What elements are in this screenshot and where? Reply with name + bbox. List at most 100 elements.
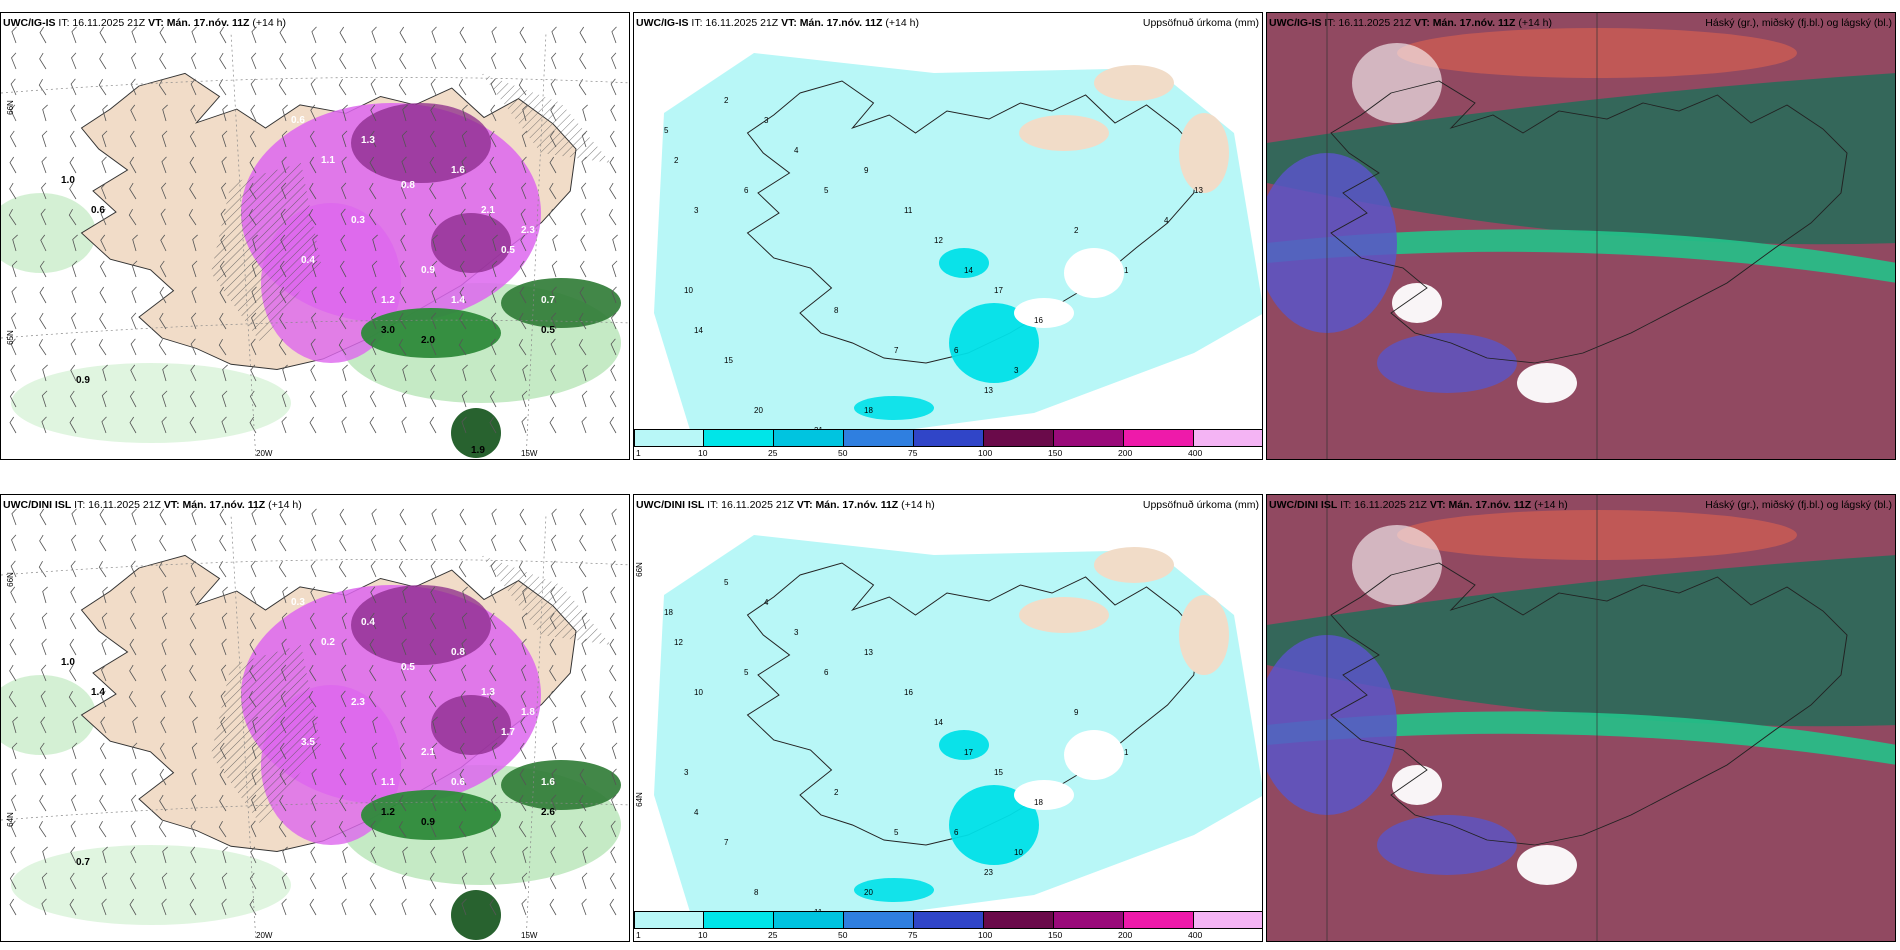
wind-barb xyxy=(611,794,617,812)
colorbar-segment xyxy=(1124,429,1194,447)
precip-value-label: 1.1 xyxy=(381,777,395,788)
wind-barb xyxy=(579,508,587,526)
wind-barb xyxy=(431,286,437,304)
wind-barb xyxy=(309,130,317,148)
wind-barb xyxy=(9,664,17,682)
colorbar-tick-label: 10 xyxy=(698,448,708,458)
wind-barb xyxy=(461,156,467,174)
wind-barb xyxy=(70,338,77,356)
wind-barb xyxy=(159,794,167,812)
wind-barb xyxy=(400,234,407,252)
wind-barb xyxy=(69,638,77,656)
colorbar-segment xyxy=(914,911,984,929)
heavy-snow-area xyxy=(431,695,511,755)
wind-barb xyxy=(69,156,77,174)
clear-sky xyxy=(1392,283,1442,323)
wind-barb xyxy=(190,104,197,122)
wind-barb xyxy=(39,312,47,330)
wind-barb xyxy=(341,898,347,916)
mid-cloud-area xyxy=(1267,635,1397,815)
wind-barb xyxy=(491,768,497,786)
wind-barb xyxy=(251,26,257,44)
glacier-white xyxy=(1064,248,1124,298)
precip-value-label: 3.0 xyxy=(381,325,395,336)
wind-barb xyxy=(190,846,197,864)
wind-barb xyxy=(462,586,468,604)
wind-barb xyxy=(221,612,228,630)
wind-barb xyxy=(522,104,528,122)
glacier-white xyxy=(1014,298,1074,328)
wind-barb xyxy=(309,182,317,200)
wind-barb xyxy=(459,52,467,70)
mid-cloud-area xyxy=(1377,815,1517,875)
wind-barb xyxy=(609,612,617,630)
precip-value-label: 2.1 xyxy=(481,205,495,216)
wind-barb xyxy=(11,260,18,278)
wind-barb xyxy=(159,286,167,304)
wind-barb xyxy=(612,716,618,734)
wind-barb xyxy=(99,260,107,278)
wind-barb xyxy=(549,390,557,408)
wind-barb xyxy=(102,104,108,122)
wind-barb xyxy=(549,130,557,148)
rain-area xyxy=(1,193,96,273)
wind-barb xyxy=(310,104,317,122)
wind-barb xyxy=(190,820,197,838)
wind-barb xyxy=(101,130,108,148)
wind-barb xyxy=(191,508,197,526)
precip-value-label: 0.6 xyxy=(291,115,305,126)
wind-barb xyxy=(280,208,287,226)
wind-barb xyxy=(278,821,287,838)
wind-barb xyxy=(460,716,467,734)
wind-barb xyxy=(369,130,377,148)
clear-sky xyxy=(1352,43,1442,123)
wind-barb xyxy=(580,234,587,252)
wind-barb xyxy=(311,508,317,526)
wind-barb xyxy=(279,286,287,304)
wind-barb xyxy=(429,612,437,630)
wind-barb xyxy=(98,821,107,838)
wind-barb xyxy=(401,664,407,682)
wind-barb xyxy=(159,52,167,70)
wind-barb xyxy=(219,312,227,330)
wind-barb xyxy=(38,339,47,356)
dry-land xyxy=(1179,595,1229,675)
wind-barb xyxy=(192,234,198,252)
wind-barb xyxy=(162,586,168,604)
wind-barb xyxy=(521,638,527,656)
wind-barb xyxy=(131,508,137,526)
precip-value-label: 0.5 xyxy=(401,662,415,673)
wind-barb xyxy=(101,612,108,630)
wind-barb xyxy=(370,820,377,838)
glacier-white xyxy=(1014,780,1074,810)
wind-barb xyxy=(339,26,347,44)
wind-barb xyxy=(461,416,467,434)
wind-barb xyxy=(281,612,288,630)
wind-barb xyxy=(129,130,137,148)
wind-barb xyxy=(550,338,557,356)
wind-barb xyxy=(161,612,168,630)
colorbar-segment xyxy=(1054,911,1124,929)
wind-barb xyxy=(98,561,107,578)
iceland-coast xyxy=(1330,562,1848,846)
wind-barb xyxy=(129,872,137,890)
wind-barb xyxy=(370,560,377,578)
precip-value-label: 0.8 xyxy=(451,647,465,658)
iceland-coast xyxy=(746,562,1200,846)
wind-barb xyxy=(492,234,498,252)
clear-sky xyxy=(1517,363,1577,403)
wind-barb xyxy=(611,742,618,760)
wind-barb xyxy=(158,821,167,838)
wind-barb xyxy=(221,664,227,682)
wind-barb xyxy=(189,390,197,408)
wind-barb xyxy=(370,846,377,864)
wind-barb xyxy=(161,182,167,200)
wind-barbs xyxy=(8,26,618,434)
wind-barb xyxy=(131,742,138,760)
panel-field-title: Háský (gr.), miðský (fj.bl.) og lágský (… xyxy=(1705,499,1892,511)
wind-barb xyxy=(521,872,528,890)
wind-barb xyxy=(68,691,77,708)
wind-barb xyxy=(311,534,317,552)
wind-barb xyxy=(158,339,167,356)
wind-barb xyxy=(549,898,557,916)
